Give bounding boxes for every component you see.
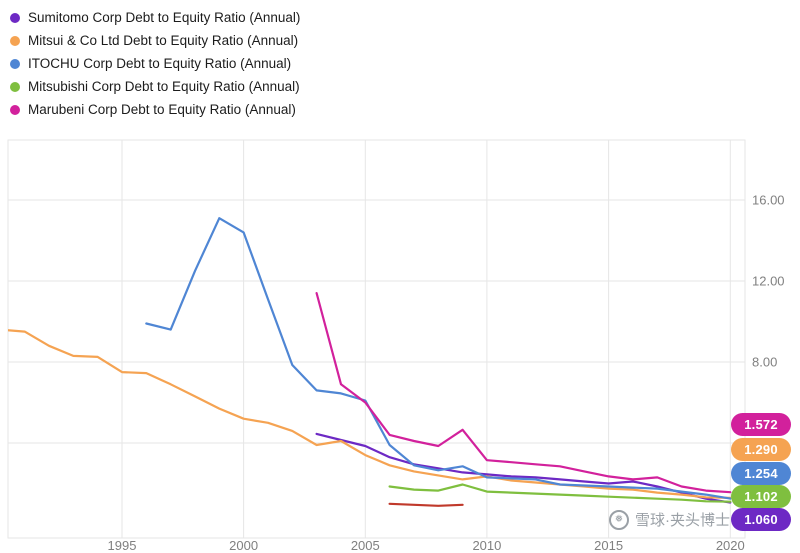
end-value-badge-itochu: 1.254: [731, 462, 791, 485]
sumitomo-series-dot-icon: [10, 12, 20, 23]
series-line-mitsui: [8, 329, 732, 499]
legend-label-marubeni: Marubeni Corp Debt to Equity Ratio (Annu…: [28, 102, 296, 117]
end-value-badge-mitsui: 1.290: [731, 438, 791, 461]
legend-label-itochu: ITOCHU Corp Debt to Equity Ratio (Annual…: [28, 56, 292, 71]
itochu-series-dot-icon: [10, 58, 20, 69]
series-line-mitsubishi: [388, 483, 732, 503]
legend: Sumitomo Corp Debt to Equity Ratio (Annu…: [10, 6, 300, 121]
series-line-marubeni: [315, 292, 732, 494]
legend-item-marubeni[interactable]: Marubeni Corp Debt to Equity Ratio (Annu…: [10, 98, 300, 121]
y-tick-label: 12.00: [752, 274, 785, 289]
watermark: ❅ 雪球·夹头博士: [609, 509, 730, 530]
legend-item-itochu[interactable]: ITOCHU Corp Debt to Equity Ratio (Annual…: [10, 52, 300, 75]
watermark-text: 雪球·夹头博士: [635, 512, 730, 529]
end-value-badge-mitsubishi: 1.102: [731, 485, 791, 508]
end-value-badge-sumitomo: 1.060: [731, 508, 791, 531]
x-tick-label: 2020: [716, 538, 745, 553]
legend-label-mitsubishi: Mitsubishi Corp Debt to Equity Ratio (An…: [28, 79, 300, 94]
x-tick-label: 2000: [229, 538, 258, 553]
legend-item-mitsui[interactable]: Mitsui & Co Ltd Debt to Equity Ratio (An…: [10, 29, 300, 52]
x-tick-label: 2005: [351, 538, 380, 553]
x-tick-label: 1995: [108, 538, 137, 553]
plot-border: [7, 139, 746, 539]
legend-label-mitsui: Mitsui & Co Ltd Debt to Equity Ratio (An…: [28, 33, 299, 48]
legend-item-mitsubishi[interactable]: Mitsubishi Corp Debt to Equity Ratio (An…: [10, 75, 300, 98]
series-line-unlabeled-red: [388, 502, 464, 507]
end-value-badge-marubeni: 1.572: [731, 413, 791, 436]
series-line-sumitomo: [315, 432, 732, 504]
x-tick-label: 2015: [594, 538, 623, 553]
x-tick-label: 2010: [472, 538, 501, 553]
y-tick-label: 8.00: [752, 355, 777, 370]
y-tick-label: 16.00: [752, 193, 785, 208]
mitsui-series-dot-icon: [10, 35, 20, 46]
legend-item-sumitomo[interactable]: Sumitomo Corp Debt to Equity Ratio (Annu…: [10, 6, 300, 29]
marubeni-series-dot-icon: [10, 104, 20, 115]
legend-label-sumitomo: Sumitomo Corp Debt to Equity Ratio (Annu…: [28, 10, 301, 25]
series-line-itochu: [145, 217, 732, 500]
mitsubishi-series-dot-icon: [10, 81, 20, 92]
snowball-logo-icon: ❅: [609, 509, 629, 530]
